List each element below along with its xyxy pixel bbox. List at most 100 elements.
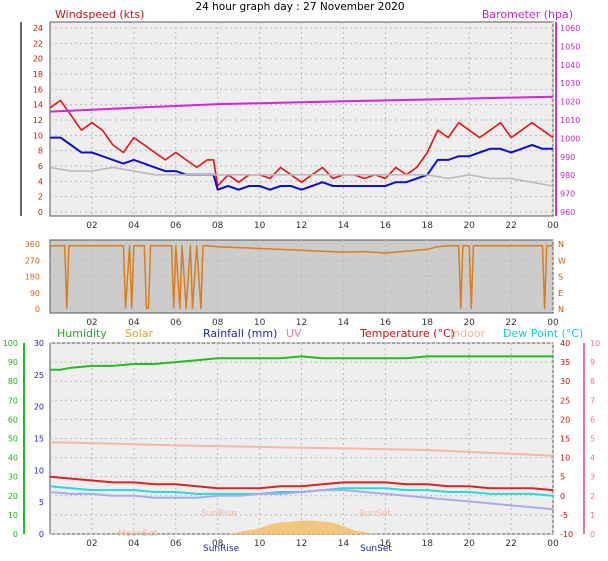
y-tick-label: 0 (35, 305, 40, 314)
y-tick-label: 10 (8, 511, 18, 520)
windspeed-series (49, 99, 554, 187)
y-tick-label: 22 (33, 39, 43, 48)
y-tick-label: 990 (560, 153, 575, 162)
y-tick-label: 35 (560, 358, 570, 367)
moonset-annotation: MoonSet (118, 529, 158, 539)
humidity-series (50, 355, 553, 371)
y-tick-label: N (558, 305, 564, 314)
x-tick-label: 14 (338, 318, 350, 328)
gust-min-series (49, 166, 554, 187)
y-tick-label: 9 (590, 358, 595, 367)
solar-series (228, 520, 375, 534)
y-tick-label: 80 (8, 377, 18, 386)
x-tick-label: 22 (505, 318, 516, 328)
y-tick-label: 24 (33, 24, 43, 33)
x-tick-label: 16 (380, 539, 392, 549)
y-tick-label: 10 (590, 339, 600, 348)
y-tick-label: 18 (33, 70, 43, 79)
windspeed-axis-label: Windspeed (kts) (55, 8, 144, 21)
y-tick-label: 4 (590, 454, 595, 463)
wind-panel: 02 04 06 08 10 12 14 16 18 20 22 000246810121416182… (20, 8, 580, 231)
y-tick-label: 10 (560, 454, 570, 463)
y-tick-label: 16 (33, 85, 43, 94)
sunrise-annotation: SunRise (201, 509, 238, 519)
y-tick-label: 3 (590, 473, 595, 482)
y-tick-label: 180 (25, 273, 40, 282)
x-tick-label: 04 (128, 539, 140, 549)
x-tick-label: 06 (170, 539, 182, 549)
y-tick-label: 0 (13, 530, 18, 539)
sunrise-bottom-label: SunRise (203, 544, 240, 554)
x-tick-label: 22 (505, 221, 516, 231)
legend-humidity: Humidity (57, 327, 107, 340)
y-tick-label: 60 (8, 415, 18, 424)
y-tick-label: 2 (590, 492, 595, 501)
legend-dewpoint: Dew Point (°C) (503, 327, 583, 340)
y-tick-label: 10 (33, 131, 43, 140)
x-tick-label: 10 (254, 539, 266, 549)
y-tick-label: -5 (560, 511, 568, 520)
y-tick-label: -10 (560, 530, 573, 539)
y-tick-label: 270 (25, 256, 40, 265)
y-tick-label: 1040 (560, 61, 580, 70)
x-tick-label: 02 (86, 539, 97, 549)
y-tick-label: 25 (560, 396, 570, 405)
x-tick-label: 00 (547, 221, 559, 231)
x-tick-label: 18 (422, 221, 434, 231)
y-tick-label: 40 (8, 454, 18, 463)
x-tick-label: 20 (463, 539, 475, 549)
x-tick-label: 00 (547, 539, 559, 549)
x-tick-label: 20 (463, 221, 475, 231)
x-tick-label: 02 (86, 318, 97, 328)
sunset-bottom-label: SunSet (360, 544, 392, 554)
y-tick-label: 30 (560, 377, 570, 386)
y-tick-label: W (558, 256, 566, 265)
y-tick-label: 5 (39, 498, 44, 507)
y-tick-label: 30 (8, 473, 18, 482)
sunset-annotation: SunSet (359, 509, 391, 519)
y-tick-label: 960 (560, 208, 575, 217)
y-tick-label: 70 (8, 396, 18, 405)
y-tick-label: 2 (38, 193, 43, 202)
x-tick-label: 06 (170, 318, 182, 328)
x-tick-label: 12 (296, 221, 307, 231)
y-tick-label: 30 (34, 339, 44, 348)
x-tick-label: 16 (380, 221, 392, 231)
y-tick-label: 15 (560, 435, 570, 444)
indoor-series (49, 441, 554, 457)
y-tick-label: 10 (34, 466, 44, 475)
x-tick-label: 20 (463, 318, 475, 328)
legend-uv: UV (286, 327, 302, 340)
y-tick-label: 7 (590, 396, 595, 405)
y-tick-label: E (558, 289, 563, 298)
x-tick-label: 08 (212, 221, 224, 231)
y-tick-label: 980 (560, 171, 575, 180)
y-tick-label: 8 (38, 147, 43, 156)
y-tick-label: N (558, 240, 564, 249)
x-tick-label: 06 (170, 221, 182, 231)
y-tick-label: 6 (590, 415, 595, 424)
y-tick-label: 20 (34, 403, 44, 412)
y-tick-label: 0 (590, 530, 595, 539)
y-tick-label: 1030 (560, 79, 580, 88)
y-tick-label: 0 (560, 492, 565, 501)
x-tick-label: 18 (422, 318, 434, 328)
wind-direction-series (50, 245, 553, 309)
direction-panel: 02 04 06 08 10 12 14 16 18 20 22 00090180270360NESW… (25, 239, 566, 328)
y-tick-label: 40 (560, 339, 570, 348)
y-tick-label: 1 (590, 511, 595, 520)
x-tick-label: 10 (254, 318, 266, 328)
y-tick-label: 0 (39, 530, 44, 539)
legend-rainfall: Rainfall (mm) (203, 327, 277, 340)
y-tick-label: 12 (33, 116, 43, 125)
y-tick-label: 20 (33, 55, 43, 64)
graph-title: 24 hour graph day : 27 November 2020 (195, 1, 404, 13)
y-tick-label: 1060 (560, 24, 580, 33)
legend-solar: Solar (125, 327, 154, 340)
temperature-series (49, 475, 554, 492)
y-tick-label: 1050 (560, 42, 580, 51)
x-tick-label: 12 (296, 318, 307, 328)
y-tick-label: 970 (560, 190, 575, 199)
y-tick-label: 90 (30, 289, 40, 298)
x-tick-label: 04 (128, 221, 140, 231)
